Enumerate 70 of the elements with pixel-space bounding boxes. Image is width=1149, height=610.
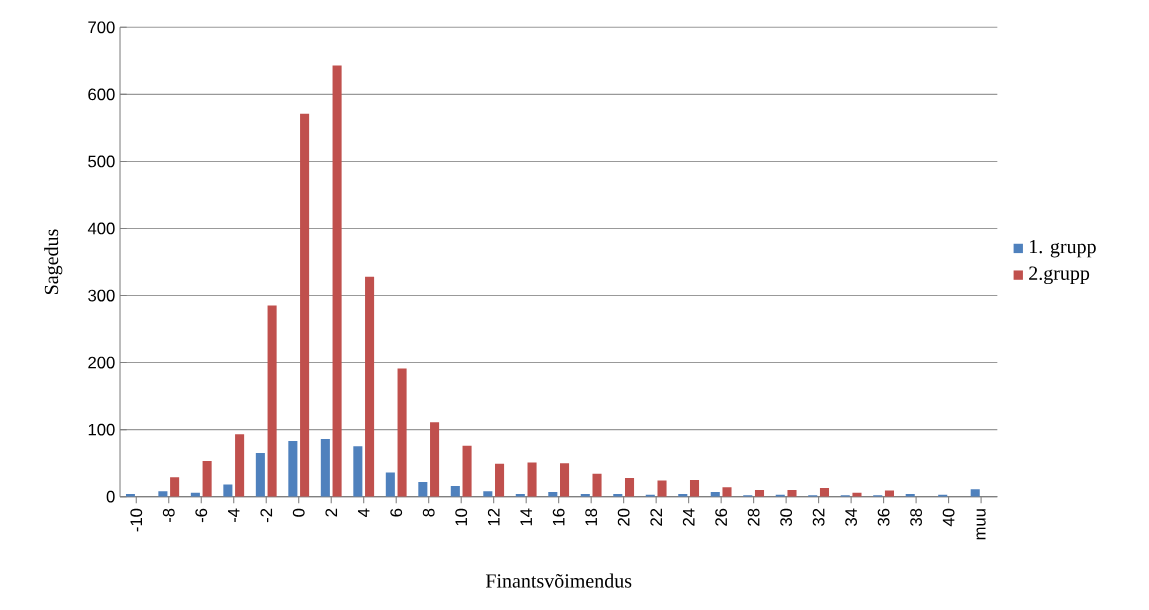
bar	[202, 461, 212, 497]
y-tick-label: 200	[88, 356, 115, 369]
bar	[560, 463, 570, 497]
x-axis-title: Finantsvõimendus	[485, 573, 632, 588]
x-tick-label: 40	[942, 508, 955, 527]
bar	[267, 305, 277, 497]
y-tick-label: 100	[88, 423, 115, 436]
bar	[819, 487, 830, 497]
bar	[527, 462, 537, 497]
y-tick-label: 500	[88, 155, 115, 168]
bar	[288, 441, 298, 497]
bar	[365, 276, 375, 497]
x-tick-label: -10	[130, 508, 143, 532]
bar	[450, 485, 460, 497]
x-tick-label: 36	[877, 508, 890, 526]
x-tick-label: 30	[780, 508, 793, 526]
y-tick-label: 600	[88, 88, 115, 101]
bar	[970, 489, 980, 497]
bar	[235, 434, 245, 497]
y-tick-label: 0	[106, 490, 115, 503]
x-tick-label: -8	[162, 508, 175, 523]
bar	[158, 491, 168, 497]
x-tick-label: 0	[292, 508, 305, 517]
x-tick-label: 24	[682, 508, 695, 526]
x-tick-label: 12	[487, 508, 500, 526]
bar	[223, 484, 233, 497]
x-tick-label: -6	[195, 508, 208, 523]
x-tick-label: -2	[260, 508, 273, 523]
y-tick-label: 400	[87, 222, 115, 235]
bar	[722, 487, 732, 497]
bar	[320, 438, 330, 497]
bar	[483, 491, 493, 497]
x-tick-label: 6	[390, 508, 403, 517]
bar	[787, 489, 797, 497]
y-tick-label: 300	[88, 289, 115, 302]
x-tick-label: 28	[747, 508, 760, 526]
x-tick-label: 32	[812, 508, 825, 526]
bar	[592, 473, 602, 497]
bar	[418, 481, 428, 497]
bar	[495, 463, 505, 497]
x-tick-label: 10	[455, 508, 468, 526]
x-tick-label: 34	[845, 508, 858, 526]
x-tick-label: 16	[552, 508, 565, 526]
x-tick-label: 18	[585, 508, 598, 526]
bar	[385, 472, 395, 497]
legend-label: 1. grupp	[1030, 239, 1096, 258]
bar	[170, 477, 180, 497]
bar	[255, 453, 265, 497]
x-tick-label: 20	[617, 508, 630, 526]
x-tick-label: 4	[357, 508, 370, 517]
legend-label: 2.grupp	[1029, 266, 1090, 285]
bar	[657, 480, 667, 497]
bar	[300, 113, 310, 497]
x-tick-label: 22	[650, 508, 662, 526]
x-tick-label: 26	[715, 508, 728, 526]
bar	[624, 477, 635, 497]
y-axis-title: Sagedus	[44, 229, 63, 294]
x-tick-label: 38	[910, 508, 922, 526]
y-tick-label: 700	[88, 21, 115, 34]
x-tick-label: 2	[325, 508, 338, 517]
x-tick-label: muu	[976, 509, 986, 540]
x-tick-label: -4	[228, 508, 240, 523]
x-tick-label: 14	[520, 508, 532, 526]
bar	[430, 422, 440, 497]
bar	[689, 479, 700, 497]
bar	[462, 445, 472, 497]
x-tick-label: 8	[422, 508, 435, 517]
bar	[353, 446, 363, 497]
bar	[332, 65, 342, 497]
bar	[397, 368, 407, 497]
